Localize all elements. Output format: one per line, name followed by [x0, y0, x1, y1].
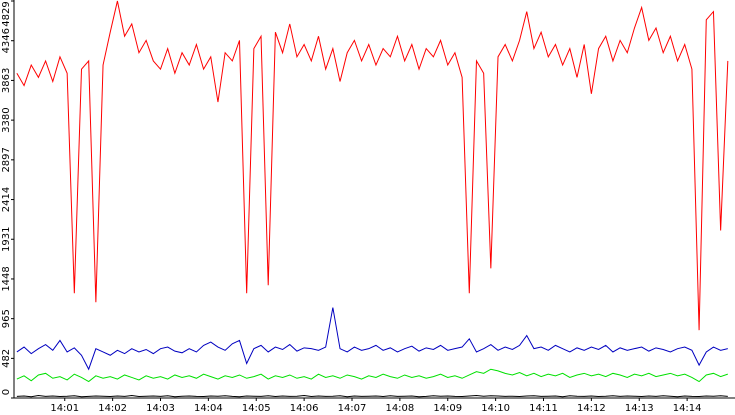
x-tick-label: 14:11	[529, 403, 558, 414]
y-tick-label: 1448	[1, 266, 12, 291]
series-line	[16, 307, 728, 371]
x-tick-label: 14:10	[481, 403, 510, 414]
y-tick-label: 2897	[1, 147, 12, 172]
x-tick-label: 14:08	[385, 403, 414, 414]
y-tick-label: 1931	[1, 227, 12, 252]
x-tick-label: 14:05	[242, 403, 271, 414]
y-tick-label: 965	[1, 309, 12, 328]
y-tick-label: 482	[1, 349, 12, 368]
x-tick-label: 14:04	[194, 403, 223, 414]
x-tick-label: 14:14	[673, 403, 702, 414]
x-tick-label: 14:09	[433, 403, 462, 414]
x-tick-label: 14:06	[290, 403, 319, 414]
x-tick-label: 14:13	[625, 403, 654, 414]
series-line	[16, 395, 728, 398]
x-tick-label: 14:02	[98, 403, 127, 414]
y-tick-label: 4829	[1, 1, 12, 26]
x-tick-label: 14:12	[577, 403, 606, 414]
y-tick-label: 3380	[1, 107, 12, 132]
series-line	[16, 368, 728, 383]
y-tick-label: 4346	[1, 28, 12, 53]
series-line	[16, 0, 729, 331]
y-tick-label: 2414	[1, 187, 12, 212]
x-tick-label: 14:07	[338, 403, 367, 414]
x-tick-label: 14:01	[50, 403, 79, 414]
y-tick-label: 0	[1, 389, 12, 395]
x-tick-label: 14:03	[146, 403, 175, 414]
y-tick-label: 3863	[1, 68, 12, 93]
